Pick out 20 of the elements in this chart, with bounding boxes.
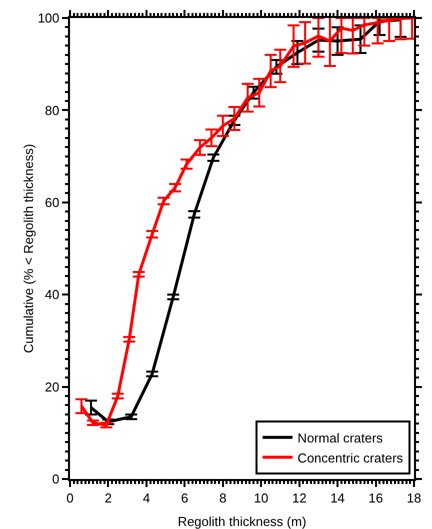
x-tick-label: 10	[254, 490, 268, 506]
x-tick-label: 14	[330, 490, 345, 506]
x-tick-label: 18	[406, 490, 422, 506]
x-tick-label: 6	[181, 490, 188, 506]
x-tick-label: 16	[368, 490, 384, 506]
x-tick-label: 8	[219, 490, 227, 506]
y-tick-label: 20	[44, 379, 60, 394]
y-tick-label: 0	[52, 472, 60, 487]
legend-label: Concentric craters	[298, 450, 404, 466]
y-tick-label: 100	[38, 10, 60, 26]
y-tick-label: 40	[44, 287, 60, 302]
x-tick-label: 2	[104, 490, 112, 506]
x-tick-label: 4	[142, 490, 150, 506]
y-tick-label: 80	[44, 102, 60, 118]
x-axis-title: Regolith thickness (m)	[178, 514, 306, 529]
y-tick-label: 60	[44, 194, 60, 210]
legend-label: Normal craters	[298, 430, 384, 446]
x-tick-label: 12	[292, 490, 307, 506]
x-tick-label: 0	[66, 490, 74, 506]
y-axis-title: Cumulative (% < Regolith thickness)	[21, 144, 36, 354]
